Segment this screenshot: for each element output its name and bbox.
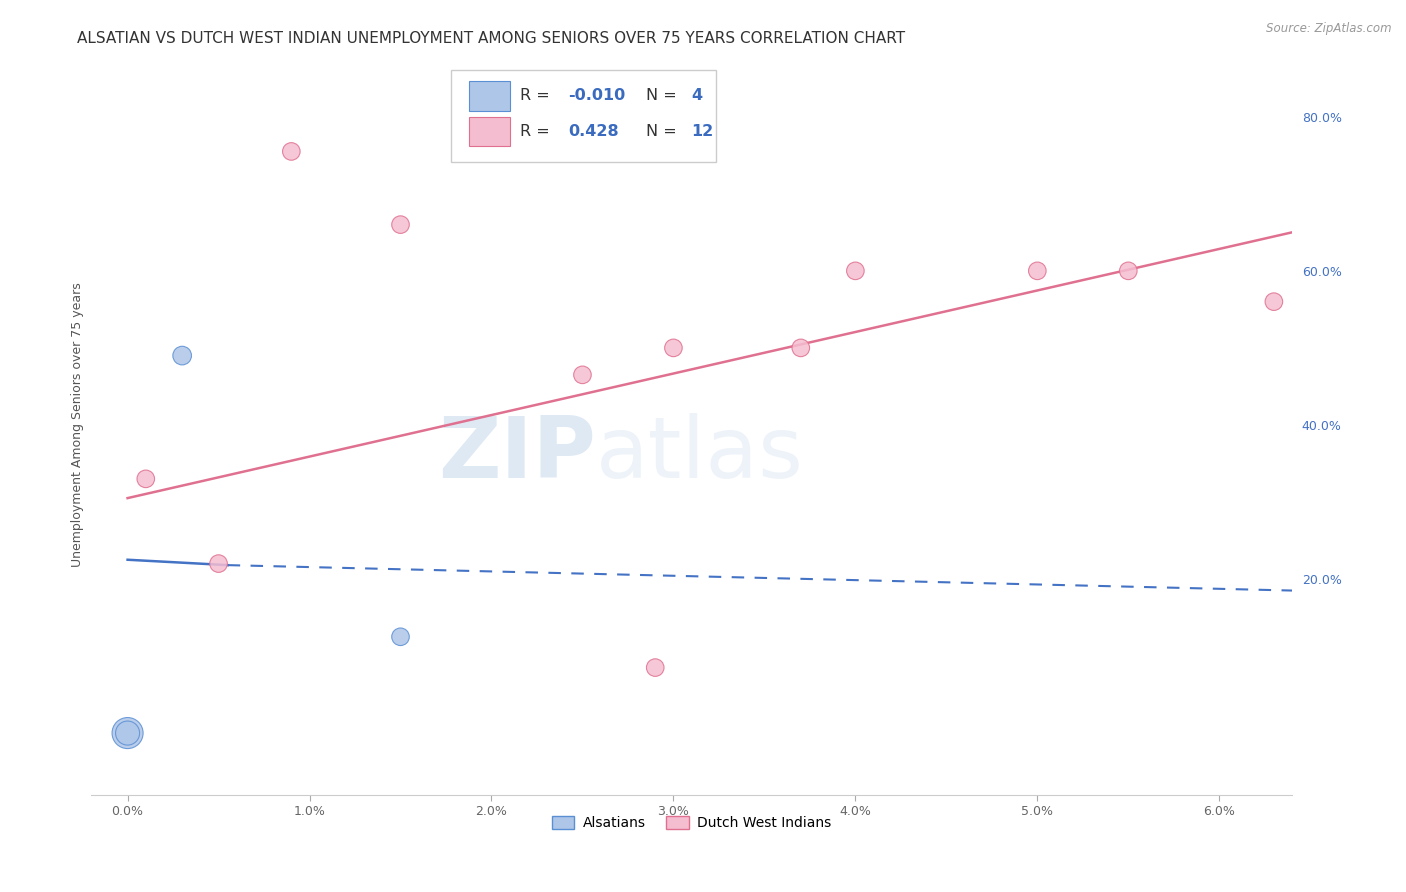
Text: N =: N =	[645, 88, 676, 103]
Point	[117, 726, 139, 740]
Point	[662, 341, 685, 355]
Text: ZIP: ZIP	[437, 413, 596, 496]
Text: 4: 4	[692, 88, 703, 103]
Point	[644, 660, 666, 674]
Legend: Alsatians, Dutch West Indians: Alsatians, Dutch West Indians	[547, 810, 837, 836]
Point	[389, 218, 412, 232]
Point	[135, 472, 157, 486]
Point	[280, 145, 302, 159]
Point	[571, 368, 593, 382]
Point	[844, 264, 866, 278]
Text: Source: ZipAtlas.com: Source: ZipAtlas.com	[1267, 22, 1392, 36]
Text: R =: R =	[520, 88, 550, 103]
Point	[172, 349, 194, 363]
FancyBboxPatch shape	[451, 70, 716, 162]
Text: -0.010: -0.010	[568, 88, 626, 103]
FancyBboxPatch shape	[470, 81, 510, 111]
Point	[1026, 264, 1049, 278]
Text: 0.428: 0.428	[568, 124, 619, 139]
FancyBboxPatch shape	[470, 117, 510, 146]
Text: 12: 12	[692, 124, 714, 139]
Text: ALSATIAN VS DUTCH WEST INDIAN UNEMPLOYMENT AMONG SENIORS OVER 75 YEARS CORRELATI: ALSATIAN VS DUTCH WEST INDIAN UNEMPLOYME…	[77, 31, 905, 46]
Y-axis label: Unemployment Among Seniors over 75 years: Unemployment Among Seniors over 75 years	[72, 283, 84, 567]
Text: R =: R =	[520, 124, 550, 139]
Point	[389, 630, 412, 644]
Point	[790, 341, 813, 355]
Point	[1116, 264, 1139, 278]
Point	[1263, 294, 1285, 309]
Text: atlas: atlas	[596, 413, 804, 496]
Point	[117, 726, 139, 740]
Text: N =: N =	[645, 124, 676, 139]
Point	[207, 557, 229, 571]
